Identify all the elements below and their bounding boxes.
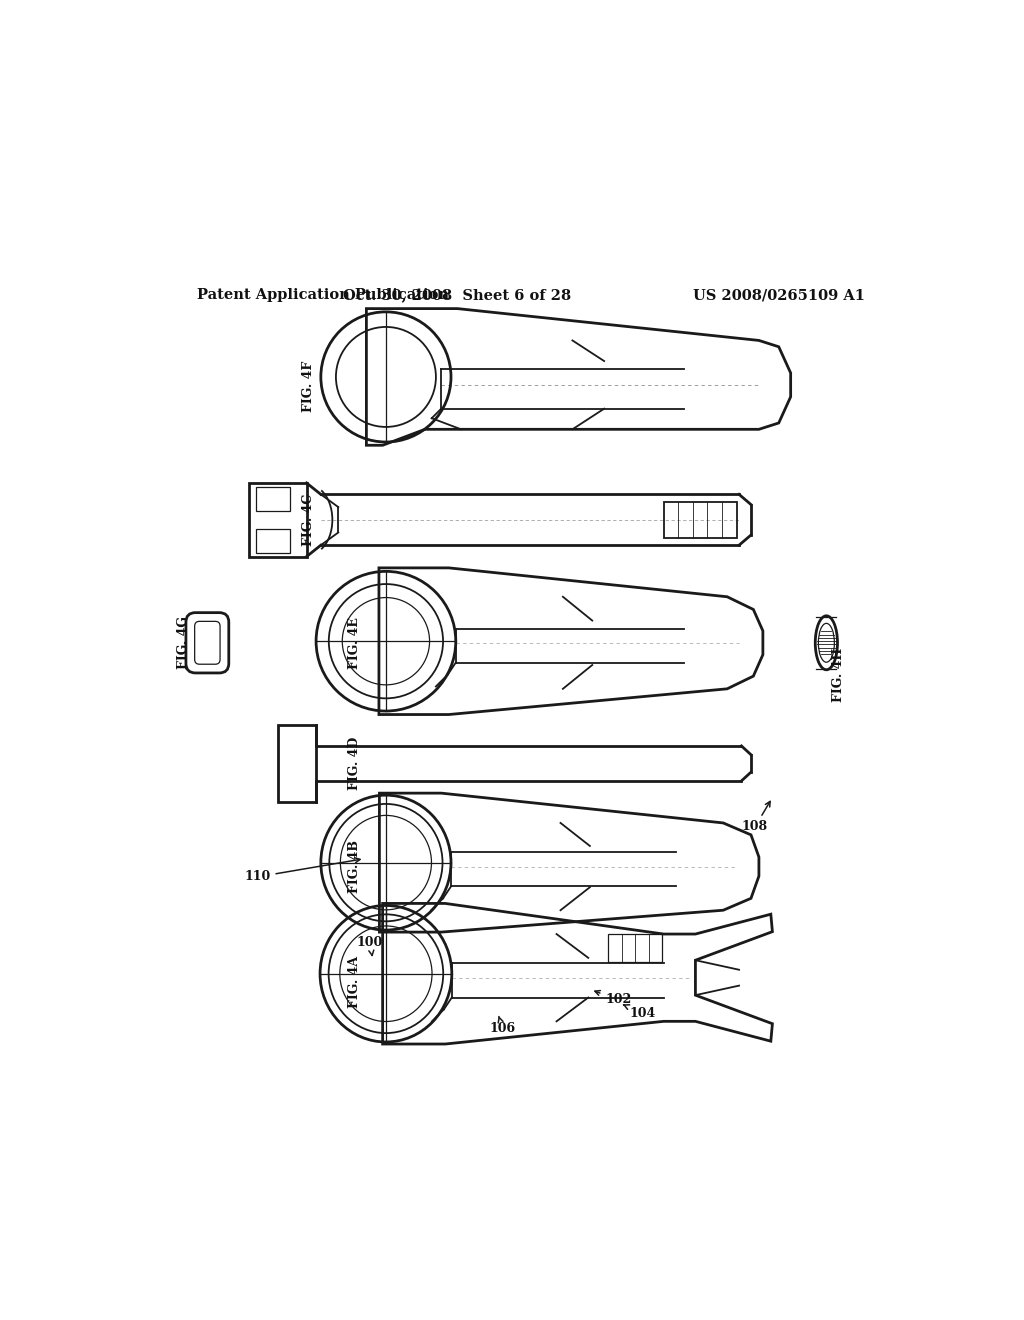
Text: FIG. 4C: FIG. 4C <box>302 494 315 546</box>
Text: 100: 100 <box>357 936 383 956</box>
Text: 108: 108 <box>741 801 770 833</box>
Text: FIG. 4H: FIG. 4H <box>831 647 845 702</box>
Bar <box>256 529 290 553</box>
Text: 104: 104 <box>624 1005 655 1020</box>
Text: Patent Application Publication: Patent Application Publication <box>197 288 450 302</box>
Bar <box>278 725 316 801</box>
Text: 110: 110 <box>245 858 360 883</box>
Bar <box>664 502 736 537</box>
Text: US 2008/0265109 A1: US 2008/0265109 A1 <box>693 288 864 302</box>
Bar <box>608 935 663 962</box>
Text: FIG. 4A: FIG. 4A <box>348 956 360 1007</box>
Text: FIG. 4B: FIG. 4B <box>348 840 360 894</box>
Bar <box>250 483 306 557</box>
Text: FIG. 4D: FIG. 4D <box>348 737 360 791</box>
Text: FIG. 4E: FIG. 4E <box>348 616 360 669</box>
Bar <box>256 487 290 511</box>
Text: FIG. 4F: FIG. 4F <box>302 360 315 412</box>
Text: FIG. 4G: FIG. 4G <box>177 616 190 669</box>
Text: 106: 106 <box>489 1016 516 1035</box>
Text: Oct. 30, 2008  Sheet 6 of 28: Oct. 30, 2008 Sheet 6 of 28 <box>343 288 571 302</box>
Text: 102: 102 <box>595 990 632 1006</box>
